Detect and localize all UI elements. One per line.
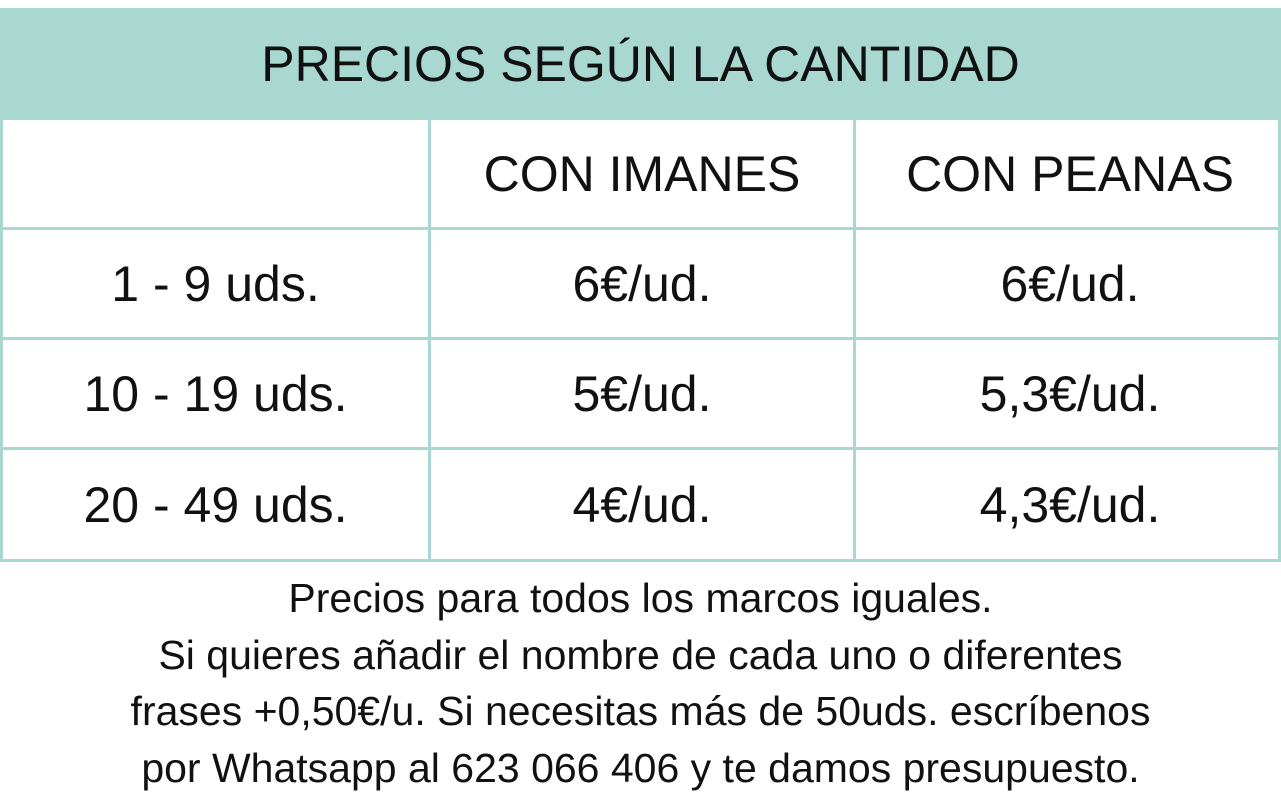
column-header: CON PEANAS bbox=[856, 120, 1281, 230]
quantity-cell: 10 - 19 uds. bbox=[3, 340, 431, 450]
empty-header-cell bbox=[3, 120, 431, 230]
price-cell: 5,3€/ud. bbox=[856, 340, 1281, 450]
price-cell: 4€/ud. bbox=[431, 450, 856, 560]
price-cell: 5€/ud. bbox=[431, 340, 856, 450]
footer-note: Precios para todos los marcos iguales. S… bbox=[0, 570, 1281, 796]
quantity-cell: 20 - 49 uds. bbox=[3, 450, 431, 560]
footer-line: por Whatsapp al 623 066 406 y te damos p… bbox=[141, 744, 1140, 791]
price-table: CON IMANES CON PEANAS 1 - 9 uds. 6€/ud. … bbox=[0, 120, 1281, 562]
column-header: CON IMANES bbox=[431, 120, 856, 230]
footer-line: frases +0,50€/u. Si necesitas más de 50u… bbox=[130, 688, 1151, 734]
price-cell: 6€/ud. bbox=[856, 230, 1281, 340]
footer-line: Precios para todos los marcos iguales. bbox=[288, 575, 993, 621]
table-title: PRECIOS SEGÚN LA CANTIDAD bbox=[0, 8, 1281, 120]
quantity-cell: 1 - 9 uds. bbox=[3, 230, 431, 340]
price-cell: 6€/ud. bbox=[431, 230, 856, 340]
footer-line: Si quieres añadir el nombre de cada uno … bbox=[158, 631, 1123, 678]
price-cell: 4,3€/ud. bbox=[979, 477, 1161, 533]
